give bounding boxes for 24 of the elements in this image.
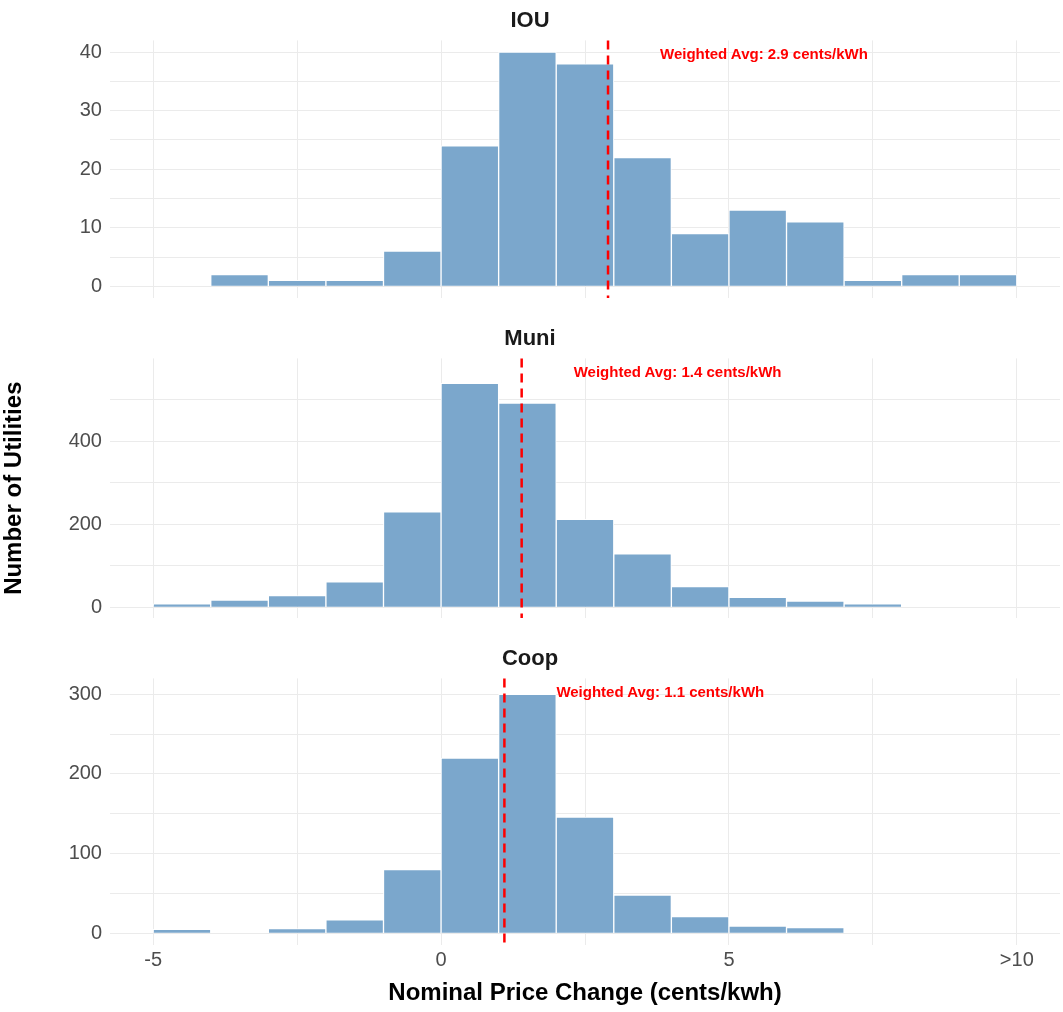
x-tick-label: 5 xyxy=(723,947,735,970)
x-axis-title: Nominal Price Change (cents/kwh) xyxy=(388,978,782,1006)
x-tick-label: 0 xyxy=(435,947,447,970)
y-tick-label: 300 xyxy=(68,681,102,704)
y-tick-label: 200 xyxy=(68,511,102,534)
y-tick-label: 0 xyxy=(90,273,102,296)
y-tick-label: 0 xyxy=(90,920,102,943)
y-tick-label: 400 xyxy=(68,428,102,451)
chart-title: Coop xyxy=(501,645,559,671)
chart-title: Muni xyxy=(504,325,556,351)
y-tick-label: 100 xyxy=(68,841,102,864)
ref-line-label: Weighted Avg: 2.9 cents/kWh xyxy=(660,44,868,62)
y-tick-label: 200 xyxy=(68,761,102,784)
y-tick-label: 0 xyxy=(90,594,102,617)
ref-line-label: Weighted Avg: 1.4 cents/kWh xyxy=(573,362,782,380)
y-axis-title: Number of Utilities xyxy=(0,381,27,595)
y-tick-label: 30 xyxy=(79,98,102,121)
y-tick-label: 10 xyxy=(79,215,102,238)
x-tick-label: >10 xyxy=(999,947,1034,970)
y-tick-label: 40 xyxy=(79,39,102,62)
chart-title: IOU xyxy=(510,7,550,33)
y-tick-label: 20 xyxy=(79,156,102,179)
x-tick-label: -5 xyxy=(144,947,163,970)
ref-line-label: Weighted Avg: 1.1 cents/kWh xyxy=(556,682,765,700)
